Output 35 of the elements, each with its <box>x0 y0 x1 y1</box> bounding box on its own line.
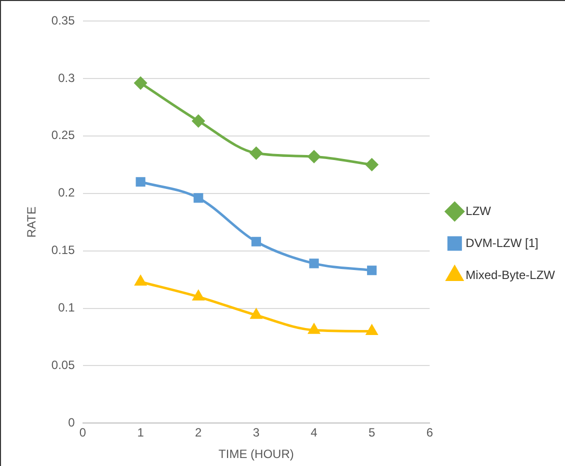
point <box>309 258 319 268</box>
point <box>192 290 204 301</box>
x-tick-label: 5 <box>368 426 376 440</box>
point <box>136 177 146 187</box>
point <box>194 193 204 203</box>
point <box>192 114 205 128</box>
x-tick-label: 0 <box>79 426 86 440</box>
x-tick-label: 4 <box>310 426 318 440</box>
point <box>134 276 146 286</box>
legend-label: Mixed-Byte-LZW <box>466 268 556 282</box>
y-tick-label: 0.25 <box>51 128 76 142</box>
point <box>308 324 320 334</box>
point <box>366 158 378 171</box>
y-tick-label: 0.3 <box>58 70 76 85</box>
x-axis-title: TIME (HOUR) <box>218 447 294 462</box>
y-tick-label: 0.05 <box>51 358 76 372</box>
y-tick-label: 0.2 <box>58 186 76 200</box>
y-tick-label: 0.35 <box>51 13 76 28</box>
point <box>366 325 378 336</box>
y-tick-label: 0.15 <box>51 243 76 258</box>
point <box>308 150 320 163</box>
point <box>250 308 262 319</box>
point <box>367 266 377 276</box>
y-tick-label: 0 <box>68 416 76 430</box>
y-axis-title: RATE <box>24 206 39 238</box>
x-tick-label: 1 <box>137 426 144 440</box>
x-tick-label: 2 <box>195 426 202 440</box>
y-tick-label: 0.1 <box>58 300 76 315</box>
point <box>250 146 262 160</box>
point <box>134 76 147 90</box>
legend-label: LZW <box>466 204 492 218</box>
x-tick-label: 3 <box>252 426 260 440</box>
legend-label: DVM-LZW [1] <box>466 236 538 250</box>
x-tick-label: 6 <box>426 426 434 440</box>
point <box>251 236 261 246</box>
